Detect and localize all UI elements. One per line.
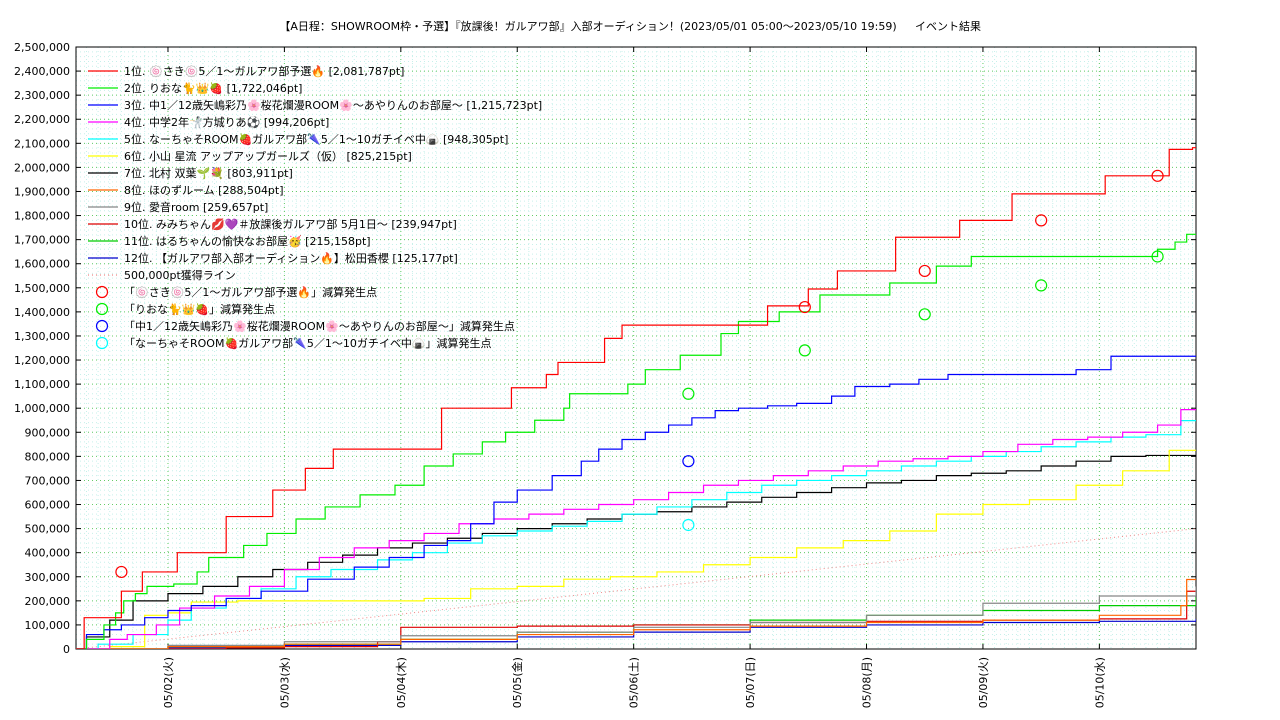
legend-label: 1位. 🍥さき🍥5／1〜ガルアワ部予選🔥 [2,081,787pt] [124, 64, 404, 78]
x-tick-label: 05/09(火) [977, 657, 990, 708]
subtraction-marker-1 [1151, 169, 1164, 182]
x-tick-label: 05/02(火) [162, 657, 175, 708]
legend-label: 3位. 中1／12歳矢嶋彩乃🌸桜花爛漫ROOM🌸〜あやりんのお部屋〜 [1,21… [124, 98, 542, 112]
subtraction-marker-4 [682, 518, 695, 532]
series-line-8 [76, 578, 1196, 649]
legend-label: 11位. はるちゃんの愉快なお部屋🥳 [215,158pt] [124, 234, 371, 248]
series-group [76, 147, 1196, 649]
legend-marker-swatch [95, 336, 109, 350]
legend-label: 500,000pt獲得ライン [124, 269, 236, 282]
plot-border [75, 46, 1197, 650]
legend-label: 「中1／12歳矢嶋彩乃🌸桜花爛漫ROOM🌸〜あやりんのお部屋〜」減算発生点 [124, 319, 515, 333]
y-tick-label: 1,500,000 [14, 282, 70, 295]
y-tick-label: 700,000 [25, 474, 71, 487]
y-tick-label: 1,700,000 [14, 234, 70, 247]
subtraction-marker-2 [1035, 279, 1048, 292]
y-tick-label: 1,300,000 [14, 330, 70, 343]
chart-subtitle: イベント結果 [915, 19, 981, 33]
x-tick-label: 05/05(金) [510, 657, 524, 708]
legend-marker-swatch [95, 319, 109, 333]
subtraction-marker-2 [798, 344, 811, 357]
legend-label: 「なーちゃそROOM🍓ガルアワ部🌂5／1〜10ガチイベ中🍙」減算発生点 [124, 336, 492, 350]
y-tick-label: 2,100,000 [14, 137, 70, 150]
legend-label: 7位. 北村 双葉🌱💐 [803,911pt] [124, 166, 293, 180]
y-tick-label: 100,000 [25, 619, 71, 632]
x-tick-label: 05/08(月) [861, 657, 874, 708]
series-line-6 [76, 449, 1196, 649]
y-tick-label: 500,000 [25, 523, 71, 536]
chart-title: 【A日程：SHOWROOM枠・予選】『放課後！ガルアワ部』入部オーディション！(… [279, 19, 896, 33]
y-tick-label: 1,400,000 [14, 306, 70, 319]
y-tick-label: 1,800,000 [14, 210, 70, 223]
y-tick-label: 2,400,000 [14, 65, 70, 78]
legend-label: 2位. りおな🐈👑🍓 [1,722,046pt] [124, 81, 302, 95]
series-line-4 [76, 408, 1196, 649]
y-tick-label: 1,100,000 [14, 378, 70, 391]
subtraction-marker-1 [115, 565, 128, 579]
y-tick-label: 2,200,000 [14, 113, 70, 126]
y-tick-label: 400,000 [25, 547, 71, 560]
x-tick-label: 05/03(水) [278, 657, 291, 708]
plot-area [76, 47, 1196, 649]
marker-group [115, 169, 1164, 579]
y-tick-label: 0 [63, 643, 70, 656]
x-tick-label: 05/04(木) [395, 657, 408, 708]
legend-marker-swatch [95, 302, 109, 316]
legend-marker-swatch [95, 285, 109, 299]
y-tick-label: 900,000 [25, 426, 71, 439]
subtraction-marker-1 [1035, 214, 1048, 227]
y-tick-label: 300,000 [25, 571, 71, 584]
subtraction-marker-1 [798, 300, 811, 314]
y-tick-label: 1,000,000 [14, 402, 70, 415]
y-tick-label: 2,000,000 [14, 161, 70, 174]
x-tick-label: 05/06(土) [628, 657, 641, 708]
subtraction-marker-1 [918, 264, 931, 278]
y-tick-label: 800,000 [25, 450, 71, 463]
series-line-2 [76, 233, 1196, 649]
legend-label: 10位. みみちゃん💋💜＃放課後ガルアワ部 5月1日〜 [239,947pt] [124, 217, 457, 231]
subtraction-marker-2 [682, 387, 695, 400]
legend-label: 8位. ほのずルーム [288,504pt] [124, 183, 284, 197]
y-tick-label: 2,300,000 [14, 89, 70, 102]
legend-label: 4位. 中学2年🤺方城りあ⚽ [994,206pt] [124, 115, 329, 129]
y-tick-label: 200,000 [25, 595, 71, 608]
series-line-3 [76, 355, 1196, 649]
legend: 1位. 🍥さき🍥5／1〜ガルアワ部予選🔥 [2,081,787pt] 2位. りお… [88, 64, 542, 350]
legend-label: 「🍥さき🍥5／1〜ガルアワ部予選🔥」減算発生点 [124, 285, 377, 299]
y-tick-label: 600,000 [25, 499, 71, 512]
legend-label: 9位. 愛音room [259,657pt] [124, 200, 268, 214]
y-tick-label: 1,200,000 [14, 354, 70, 367]
y-tick-label: 1,600,000 [14, 258, 70, 271]
legend-label: 「りおな🐈👑🍓」減算発生点 [124, 302, 275, 316]
subtraction-marker-2 [1151, 250, 1164, 263]
series-line-1 [76, 147, 1196, 649]
subtraction-marker-2 [918, 308, 931, 321]
subtraction-marker-3 [682, 455, 695, 468]
grid-group [76, 46, 1196, 650]
legend-label: 12位. 【ガルアワ部入部オーディション🔥】松田香櫻 [125,177pt] [124, 251, 458, 265]
legend-label: 5位. なーちゃそROOM🍓ガルアワ部🌂5／1〜10ガチイベ中🍙 [948,30… [124, 132, 508, 146]
x-tick-label: 05/10(水) [1093, 657, 1106, 708]
y-tick-label: 2,500,000 [14, 41, 70, 54]
y-tick-label: 1,900,000 [14, 185, 70, 198]
legend-label: 6位. 小山 星流 アップアップガールズ（仮） [825,215pt] [124, 149, 412, 163]
x-tick-label: 05/07(日) [744, 657, 757, 708]
